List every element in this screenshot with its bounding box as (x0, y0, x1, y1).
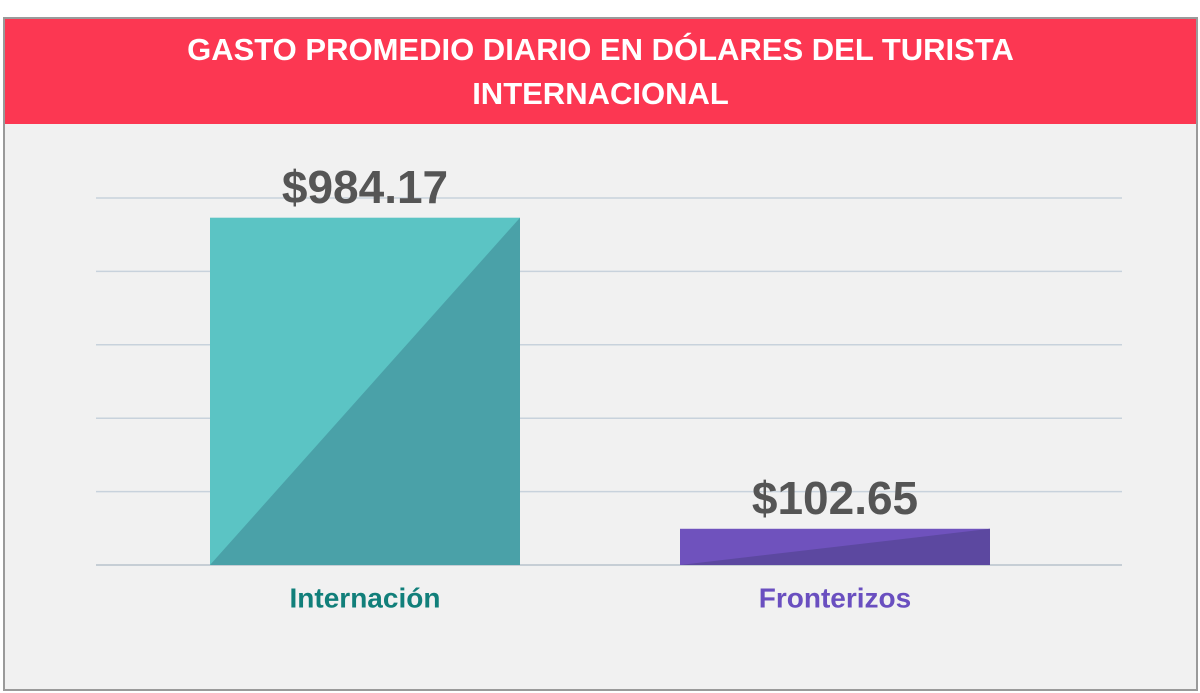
title-band: GASTO PROMEDIO DIARIO EN DÓLARES DEL TUR… (5, 19, 1196, 124)
bar-shade (680, 528, 990, 565)
x-tick-label: Fronterizos (759, 582, 911, 613)
value-label: $984.17 (282, 161, 448, 213)
chart-title: GASTO PROMEDIO DIARIO EN DÓLARES DEL TUR… (187, 31, 1014, 111)
bar-shade (210, 217, 520, 566)
chart-frame: GASTO PROMEDIO DIARIO EN DÓLARES DEL TUR… (3, 17, 1198, 691)
value-label: $102.65 (752, 472, 918, 524)
x-tick-label: Internación (290, 582, 441, 613)
